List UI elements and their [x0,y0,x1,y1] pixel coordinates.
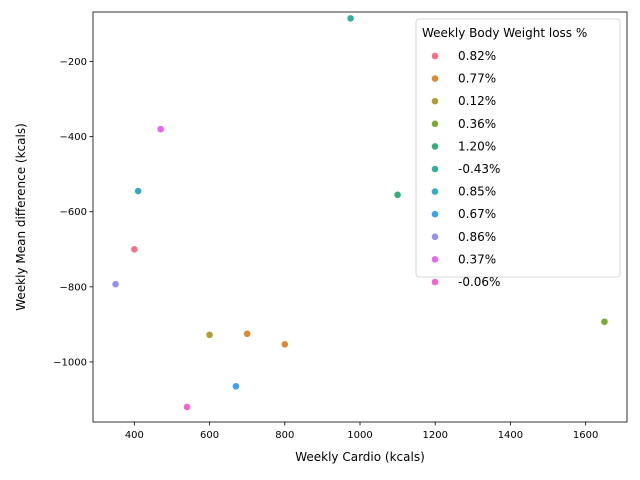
y-tick-label: −800 [60,282,87,293]
data-point [130,245,139,254]
legend-label: 0.36% [458,117,496,131]
data-point [156,125,165,134]
x-tick-label: 1400 [498,430,523,441]
data-points [111,14,609,411]
legend-entries: 0.82% 0.77% 0.12% 0.36% 1.20% -0.43% 0.85% 0.67… [431,49,500,289]
x-tick-label: 400 [125,430,144,441]
data-point [205,330,214,339]
legend-marker [431,278,439,286]
legend-marker [431,142,439,151]
legend-marker [431,52,439,60]
axes: 400 600 800 1000 1200 1400 1600 −1000−800−600−… [53,11,628,441]
data-point [232,382,240,391]
legend-label: 0.85% [458,185,496,199]
legend-marker [431,119,439,128]
plot-frame [92,11,628,423]
x-tick-label: 600 [200,430,219,441]
data-point [280,340,289,349]
x-axis-label: Weekly Cardio (kcals) [295,450,425,464]
x-ticks: 400 600 800 1000 1200 1400 1600 [125,422,598,441]
y-tick-label: −1000 [53,357,87,368]
data-point [111,280,120,289]
y-axis-label: Weekly Mean difference (kcals) [14,123,28,311]
data-point [183,403,191,411]
legend-title: Weekly Body Weight loss % [422,26,587,40]
data-point [243,329,252,338]
legend-marker [431,97,439,106]
legend: Weekly Body Weight loss % 0.82% 0.77% 0.12… [415,18,621,289]
legend-label: -0.06% [458,275,500,289]
x-tick-label: 1600 [573,430,598,441]
legend-label: 0.82% [458,49,496,63]
legend-marker [431,165,439,173]
legend-marker [431,210,439,219]
legend-box [415,18,621,278]
legend-marker [431,255,439,264]
legend-marker [431,232,439,241]
y-tick-label: −200 [60,57,87,68]
legend-marker [431,74,439,83]
y-ticks: −1000 −800 −600 −400 −200 [53,57,93,368]
legend-label: 0.12% [458,94,496,108]
data-point [134,187,143,195]
legend-label: 1.20% [458,139,496,153]
x-tick-label: 800 [275,430,294,441]
legend-label: 0.37% [458,252,496,266]
legend-label: 0.67% [458,207,496,221]
data-point [600,317,609,326]
legend-marker [431,187,439,196]
x-tick-label: 1000 [347,430,372,441]
y-tick-label: −400 [60,132,87,143]
legend-label: 0.77% [458,72,496,86]
data-point [346,14,355,23]
x-tick-label: 1200 [422,430,447,441]
y-tick-label: −600 [60,207,87,218]
legend-label: 0.86% [458,230,496,244]
data-point [393,190,402,199]
legend-label: -0.43% [458,162,500,176]
